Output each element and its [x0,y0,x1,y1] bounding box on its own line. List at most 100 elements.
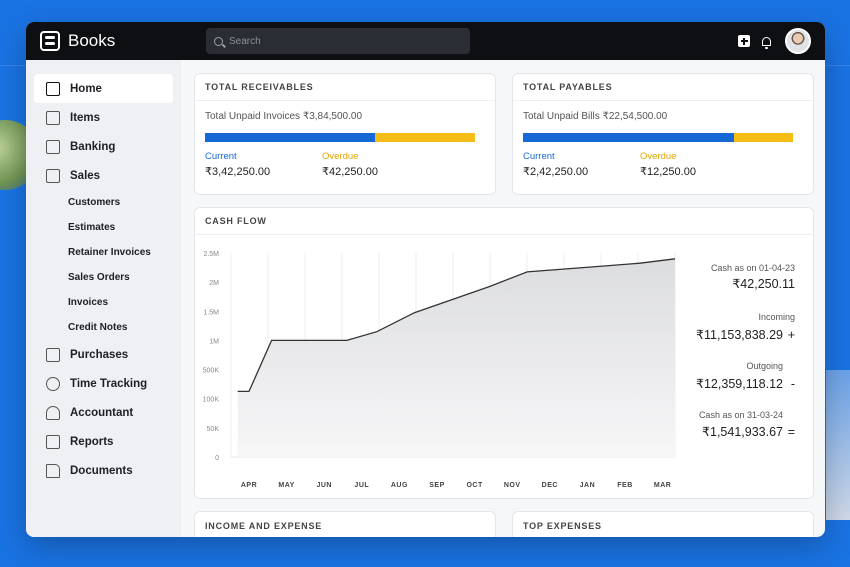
x-tick-label: JUL [354,482,369,489]
sidebar-item-label: Items [70,111,101,124]
income-expense-title: INCOME AND EXPENSE [205,520,323,531]
sidebar-item-reports[interactable]: Reports [34,427,173,456]
sidebar-subitem-estimates[interactable]: Estimates [68,222,116,233]
sidebar-item-label: Reports [70,435,114,448]
sidebar-subitem-invoices[interactable]: Invoices [68,297,109,308]
top-expenses-card: TOP EXPENSES [512,511,814,537]
cash-flow-area [237,258,675,457]
app-window: Books Home Items Banking Sales Custom [26,22,825,537]
y-tick-label: 1M [209,338,219,345]
x-tick-label: MAR [654,482,671,489]
x-tick-label: AUG [391,482,408,489]
bell-icon[interactable] [762,36,771,49]
quick-create-icon[interactable] [738,35,750,47]
sidebar-subitem-retainer-invoices[interactable]: Retainer Invoices [68,247,151,258]
opening-balance-amount: ₹42,250.11 [732,277,795,291]
clock-icon [46,376,60,391]
receivables-current[interactable]: Current ₹3,42,250.00 [205,151,322,178]
payables-summary: Total Unpaid Bills ₹22,54,500.00 [523,111,668,122]
current-label: Current [523,151,555,162]
outgoing-label: Outgoing [746,361,783,371]
overdue-label: Overdue [322,151,359,162]
sidebar-item-sales[interactable]: Sales [34,161,173,190]
cash-flow-title: CASH FLOW [195,208,813,235]
sidebar-item-purchases[interactable]: Purchases [34,340,173,369]
search-box[interactable] [206,28,470,54]
x-tick-label: FEB [617,482,633,489]
home-icon [46,81,60,96]
incoming-row[interactable]: ₹11,153,838.29 + [696,327,795,342]
payables-split: Current ₹2,42,250.00 Overdue ₹12,250.00 [523,151,803,178]
document-icon [46,463,60,478]
outgoing-row[interactable]: ₹12,359,118.12- [696,376,795,391]
sidebar-item-label: Banking [70,140,116,153]
sidebar-item-label: Purchases [70,348,129,361]
sidebar-item-label: Home [70,82,102,95]
sidebar-item-time-tracking[interactable]: Time Tracking [34,369,173,398]
receivables-title: TOTAL RECEIVABLES [195,74,495,101]
x-tick-label: JUN [316,482,332,489]
search-icon [214,36,223,46]
sidebar-subitem-credit-notes[interactable]: Credit Notes [68,322,128,333]
current-amount: ₹2,42,250.00 [523,166,589,178]
basket-icon [46,110,60,125]
background-decoration-right [826,370,850,520]
payables-current-bar [523,133,734,142]
y-tick-label: 2M [209,280,219,287]
overdue-amount: ₹12,250.00 [640,166,696,178]
x-tick-label: MAY [278,482,294,489]
overdue-label: Overdue [640,151,677,162]
overdue-amount: ₹42,250.00 [322,166,378,178]
y-tick-label: 0 [215,455,219,462]
payables-overdue-bar [733,133,793,142]
sidebar-item-label: Documents [70,464,133,477]
sidebar-subitem-sales-orders[interactable]: Sales Orders [68,272,130,283]
receivables-card: TOTAL RECEIVABLES Total Unpaid Invoices … [194,73,496,195]
opening-balance-label: Cash as on 01-04-23 [710,263,795,273]
top-actions [738,28,811,54]
outgoing-sign: - [790,377,795,391]
x-tick-label: OCT [466,482,483,489]
search-input[interactable] [229,35,459,47]
sidebar-subitem-customers[interactable]: Customers [68,197,121,208]
y-tick-label: 1.5M [203,309,219,316]
receivables-current-bar [205,133,376,142]
payables-current[interactable]: Current ₹2,42,250.00 [523,151,640,178]
incoming-sign: + [787,328,795,342]
payables-bar [523,133,793,142]
y-tick-label: 2.5M [203,251,219,258]
payables-title: TOTAL PAYABLES [513,74,813,101]
y-tick-label: 50K [207,426,220,433]
receivables-overdue[interactable]: Overdue ₹42,250.00 [322,151,439,178]
app-title: Books [68,31,116,50]
cash-flow-line [237,258,676,393]
income-expense-card: INCOME AND EXPENSE [194,511,496,537]
sidebar-item-label: Sales [70,169,101,182]
x-tick-label: SEP [429,482,445,489]
sidebar-item-documents[interactable]: Documents [34,456,173,485]
cash-flow-card: CASH FLOW 0 50K 100K 500K 1M 1.5M 2M 2.5M APR MAY… [194,207,814,499]
sidebar-item-label: Accountant [70,406,134,419]
store-icon [46,168,60,183]
sidebar-item-banking[interactable]: Banking [34,132,173,161]
incoming-amount: ₹11,153,838.29 [696,328,783,342]
sidebar: Home Items Banking Sales Customers Estim… [26,60,181,537]
sidebar-item-home[interactable]: Home [34,74,173,103]
sidebar-item-accountant[interactable]: Accountant [34,398,173,427]
x-tick-label: DEC [542,482,558,489]
logo[interactable]: Books [40,31,190,51]
outgoing-amount: ₹12,359,118.12 [696,377,783,391]
avatar[interactable] [785,28,811,54]
bank-icon [46,139,60,154]
x-tick-label: APR [241,482,257,489]
payables-card: TOTAL PAYABLES Total Unpaid Bills ₹22,54… [512,73,814,195]
receivables-bar [205,133,475,142]
top-expenses-title: TOP EXPENSES [523,520,602,531]
top-bar: Books [26,22,825,60]
y-tick-label: 100K [203,397,220,404]
payables-overdue[interactable]: Overdue ₹12,250.00 [640,151,757,178]
sidebar-item-items[interactable]: Items [34,103,173,132]
closing-row[interactable]: ₹1,541,933.67 = [702,424,795,439]
sidebar-item-label: Time Tracking [70,377,148,390]
receivables-overdue-bar [375,133,475,142]
